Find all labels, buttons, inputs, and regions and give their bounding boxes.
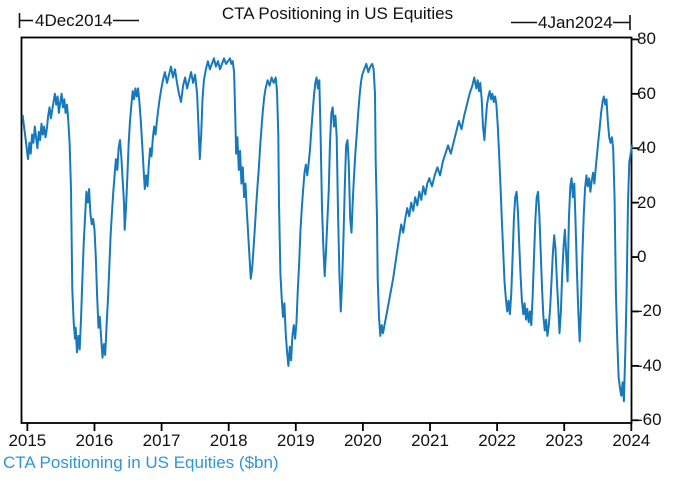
cta-positioning-line [21,57,633,403]
y-tick-label: 20 [637,192,656,212]
start-date-annotation: 4Dec2014 [35,11,113,30]
y-tick-label: -20 [637,301,662,321]
chart-title: CTA Positioning in US Equities [221,4,454,23]
y-tick-label: 40 [637,138,656,158]
x-tick-label: 2020 [343,431,382,450]
end-date-annotation: 4Jan2024 [538,13,613,32]
x-tick-label: 2021 [411,431,449,450]
plot-frame [20,36,633,424]
y-tick-label: -40 [637,355,662,375]
y-tick-label: 80 [637,29,656,49]
y-tick-label: 60 [637,83,656,103]
x-tick-label: 2024 [612,431,651,450]
x-tick-label: 2017 [142,431,181,450]
x-tick-label: 2015 [8,431,47,450]
y-tick-label: 0 [637,247,647,267]
x-tick-label: 2018 [209,431,248,450]
x-tick-label: 2019 [276,431,315,450]
y-tick-label: -60 [637,410,662,430]
axis-ticks [26,38,639,431]
x-tick-label: 2023 [545,431,584,450]
x-tick-label: 2016 [75,431,114,450]
date-range-brackets [18,13,631,30]
x-tick-label: 2022 [478,431,517,450]
series-legend: CTA Positioning in US Equities ($bn) [3,453,279,472]
